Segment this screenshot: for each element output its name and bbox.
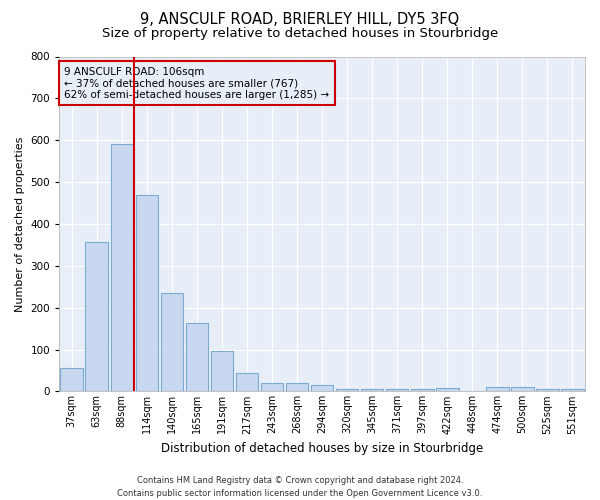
Bar xyxy=(336,390,358,392)
Bar xyxy=(361,390,383,392)
Bar xyxy=(61,368,83,392)
Bar xyxy=(236,372,258,392)
Bar xyxy=(486,387,509,392)
Bar xyxy=(261,383,283,392)
Bar xyxy=(536,390,559,392)
Bar xyxy=(411,390,434,392)
Text: 9 ANSCULF ROAD: 106sqm
← 37% of detached houses are smaller (767)
62% of semi-de: 9 ANSCULF ROAD: 106sqm ← 37% of detached… xyxy=(64,66,329,100)
Bar xyxy=(211,351,233,392)
Text: Size of property relative to detached houses in Stourbridge: Size of property relative to detached ho… xyxy=(102,28,498,40)
Bar xyxy=(311,385,334,392)
Bar xyxy=(286,383,308,392)
Y-axis label: Number of detached properties: Number of detached properties xyxy=(15,136,25,312)
Bar xyxy=(185,323,208,392)
Bar xyxy=(85,242,108,392)
Bar xyxy=(386,390,409,392)
Bar xyxy=(561,390,584,392)
X-axis label: Distribution of detached houses by size in Stourbridge: Distribution of detached houses by size … xyxy=(161,442,483,455)
Bar xyxy=(161,293,183,392)
Bar xyxy=(436,388,458,392)
Text: 9, ANSCULF ROAD, BRIERLEY HILL, DY5 3FQ: 9, ANSCULF ROAD, BRIERLEY HILL, DY5 3FQ xyxy=(140,12,460,28)
Bar xyxy=(511,387,533,392)
Text: Contains HM Land Registry data © Crown copyright and database right 2024.
Contai: Contains HM Land Registry data © Crown c… xyxy=(118,476,482,498)
Bar xyxy=(136,194,158,392)
Bar xyxy=(110,144,133,392)
